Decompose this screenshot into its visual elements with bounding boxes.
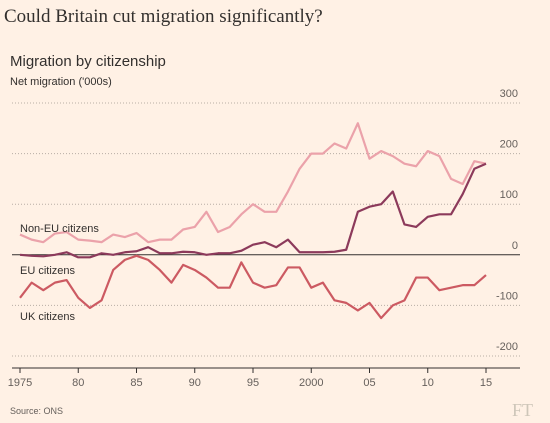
y-tick-label: -100 [496,290,518,302]
source: Source: ONS [10,406,63,416]
y-tick-label: 0 [512,240,518,252]
x-tick-label: 90 [189,377,201,389]
y-tick-label: -200 [496,341,518,353]
x-tick-label: 95 [247,377,259,389]
series-line [19,162,487,259]
x-tick-label: 85 [130,377,142,389]
x-tick-label: 1975 [8,377,32,389]
series-label: Non-EU citizens [20,223,99,235]
logo: FT [512,400,533,420]
x-tick-label: 05 [363,377,375,389]
y-axis-label: Net migration ('000s) [10,76,112,88]
chart-subtitle: Migration by citizenship [10,53,166,70]
y-tick-label: 300 [500,88,518,100]
x-tick-label: 15 [480,377,492,389]
x-tick-label: 2000 [299,377,323,389]
series-line [19,254,487,320]
series-label: EU citizens [20,265,76,277]
x-tick-label: 80 [72,377,84,389]
y-tick-label: 200 [500,139,518,151]
y-tick-label: 100 [500,189,518,201]
x-tick-label: 10 [422,377,434,389]
chart-title: Could Britain cut migration significantl… [4,6,323,27]
series-line [19,122,487,244]
series-label: UK citizens [20,311,76,323]
